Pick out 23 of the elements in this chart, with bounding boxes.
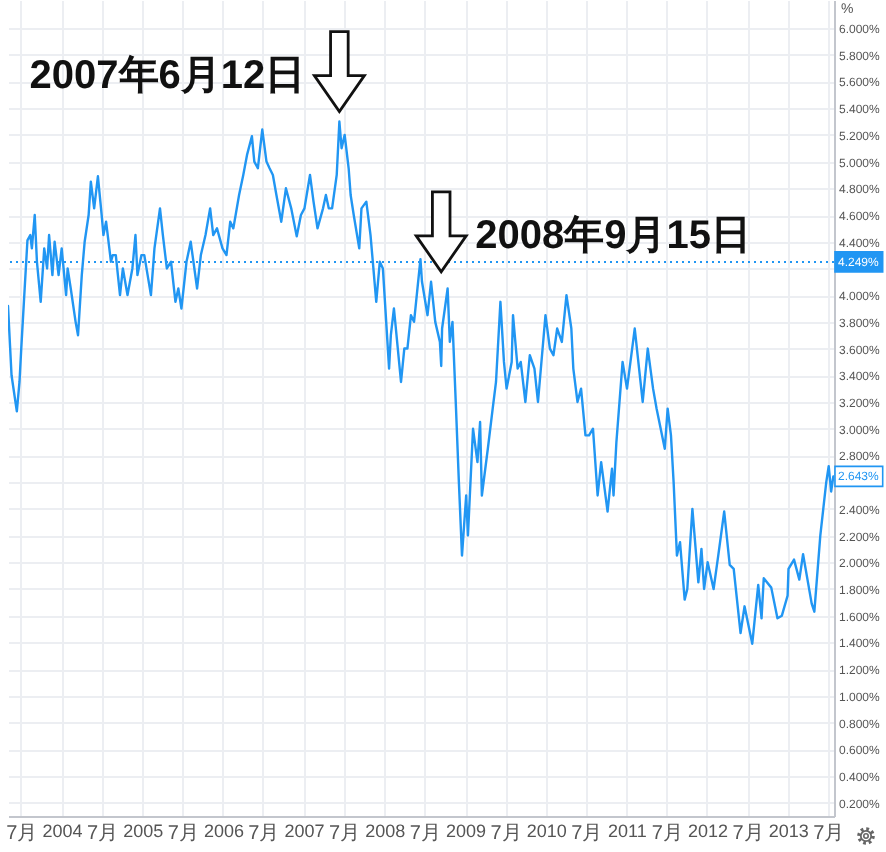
x-tick-label: 7月 — [571, 823, 603, 845]
x-tick-label: 2007 — [284, 821, 325, 841]
x-tick-label: 7月 — [490, 823, 522, 845]
x-tick-label: 2012 — [687, 821, 729, 841]
x-tick-label: 7月 — [248, 823, 280, 845]
x-tick-label: 2006 — [203, 821, 244, 841]
x-tick-label: 7月 — [329, 823, 361, 845]
x-tick-label: 2005 — [123, 821, 164, 841]
x-tick-label: 2008 — [365, 821, 406, 841]
x-tick-label: 7月 — [6, 823, 38, 845]
annotation: 2008年9月15日 — [475, 213, 751, 258]
x-tick-label: 7月 — [651, 823, 683, 845]
x-tick-label: 2011 — [607, 821, 647, 841]
x-tick-label: 7月 — [732, 823, 764, 845]
x-tick-label: 2013 — [768, 821, 809, 841]
x-tick-label: 7月 — [409, 823, 441, 845]
x-tick-label: 7月 — [813, 823, 845, 845]
annotation: 2007年6月12日 — [29, 53, 306, 98]
x-tick-label: 2004 — [42, 821, 83, 841]
x-tick-label: 7月 — [87, 823, 119, 845]
x-tick-label: 7月 — [167, 823, 199, 845]
x-tick-label: 2010 — [526, 821, 567, 841]
x-tick-label: 2009 — [446, 821, 487, 841]
